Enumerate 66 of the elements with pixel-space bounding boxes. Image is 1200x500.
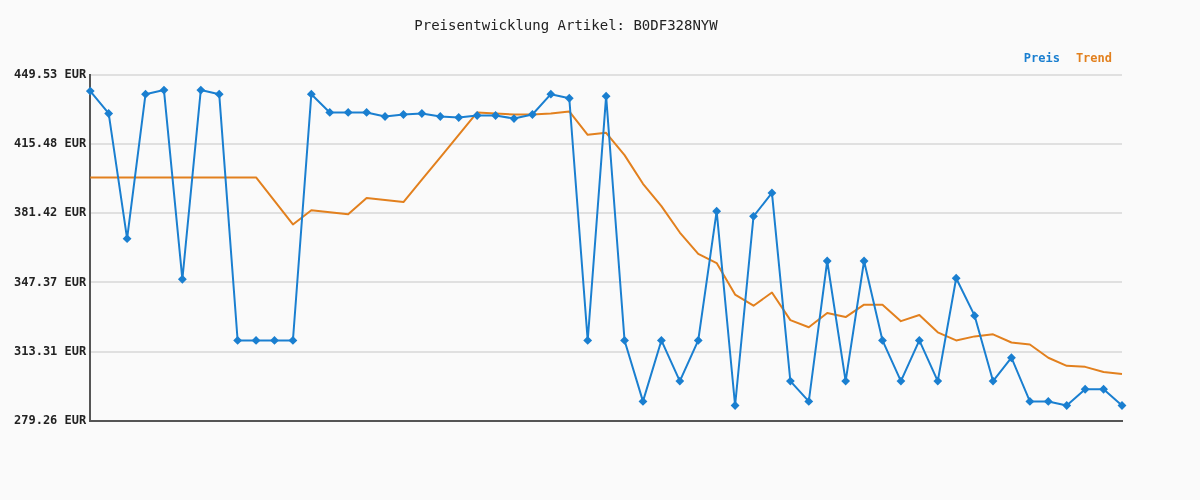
point — [473, 111, 482, 120]
point — [159, 86, 168, 95]
chart-title: Preisentwicklung Artikel: B0DF328NYW — [414, 17, 719, 34]
point — [399, 110, 408, 119]
point — [417, 109, 426, 118]
point — [528, 110, 537, 119]
text: Trend — [1075, 50, 1112, 65]
point — [436, 112, 445, 121]
point — [1118, 401, 1126, 410]
point — [657, 336, 666, 345]
point — [344, 108, 353, 117]
point — [288, 336, 297, 345]
point — [123, 234, 132, 243]
point — [694, 336, 703, 345]
point — [104, 109, 113, 118]
point — [878, 336, 887, 345]
point — [638, 397, 647, 406]
y-tick-label: 381.42 EUR — [14, 205, 88, 220]
point — [860, 257, 869, 265]
point — [491, 111, 500, 120]
point — [712, 207, 721, 216]
point — [841, 377, 850, 386]
text: Preis — [1023, 50, 1060, 65]
point — [178, 275, 187, 284]
point — [952, 274, 961, 283]
point — [546, 90, 555, 99]
point — [1099, 385, 1108, 394]
point — [896, 377, 905, 386]
point — [823, 257, 832, 265]
point — [215, 90, 224, 99]
point — [970, 311, 979, 320]
point — [307, 90, 316, 99]
point — [675, 377, 684, 386]
point — [362, 108, 371, 117]
point — [233, 336, 242, 345]
y-tick-label: 415.48 EUR — [14, 136, 88, 151]
point — [381, 112, 390, 121]
point — [270, 336, 279, 345]
point — [602, 92, 611, 101]
point — [510, 114, 518, 123]
point — [454, 113, 463, 122]
point — [1025, 397, 1034, 406]
point — [1081, 385, 1090, 394]
point — [767, 188, 776, 197]
point — [141, 90, 150, 99]
point — [731, 401, 740, 410]
point — [196, 86, 205, 95]
point — [915, 336, 924, 345]
y-tick-label: 313.31 EUR — [14, 343, 88, 358]
point — [933, 377, 942, 386]
point — [749, 212, 758, 221]
point — [1062, 401, 1071, 410]
point — [989, 377, 998, 386]
y-tick-label: 279.26 EUR — [14, 412, 88, 427]
point — [804, 397, 813, 406]
y-tick-label: 449.53 EUR — [14, 66, 88, 81]
point — [1007, 353, 1016, 362]
point — [86, 87, 95, 96]
point — [620, 336, 629, 345]
point — [1044, 397, 1053, 406]
point — [325, 108, 334, 117]
point — [786, 377, 795, 386]
point — [565, 94, 574, 103]
point — [583, 336, 592, 345]
point — [252, 336, 261, 345]
y-tick-label: 347.37 EUR — [14, 274, 88, 289]
